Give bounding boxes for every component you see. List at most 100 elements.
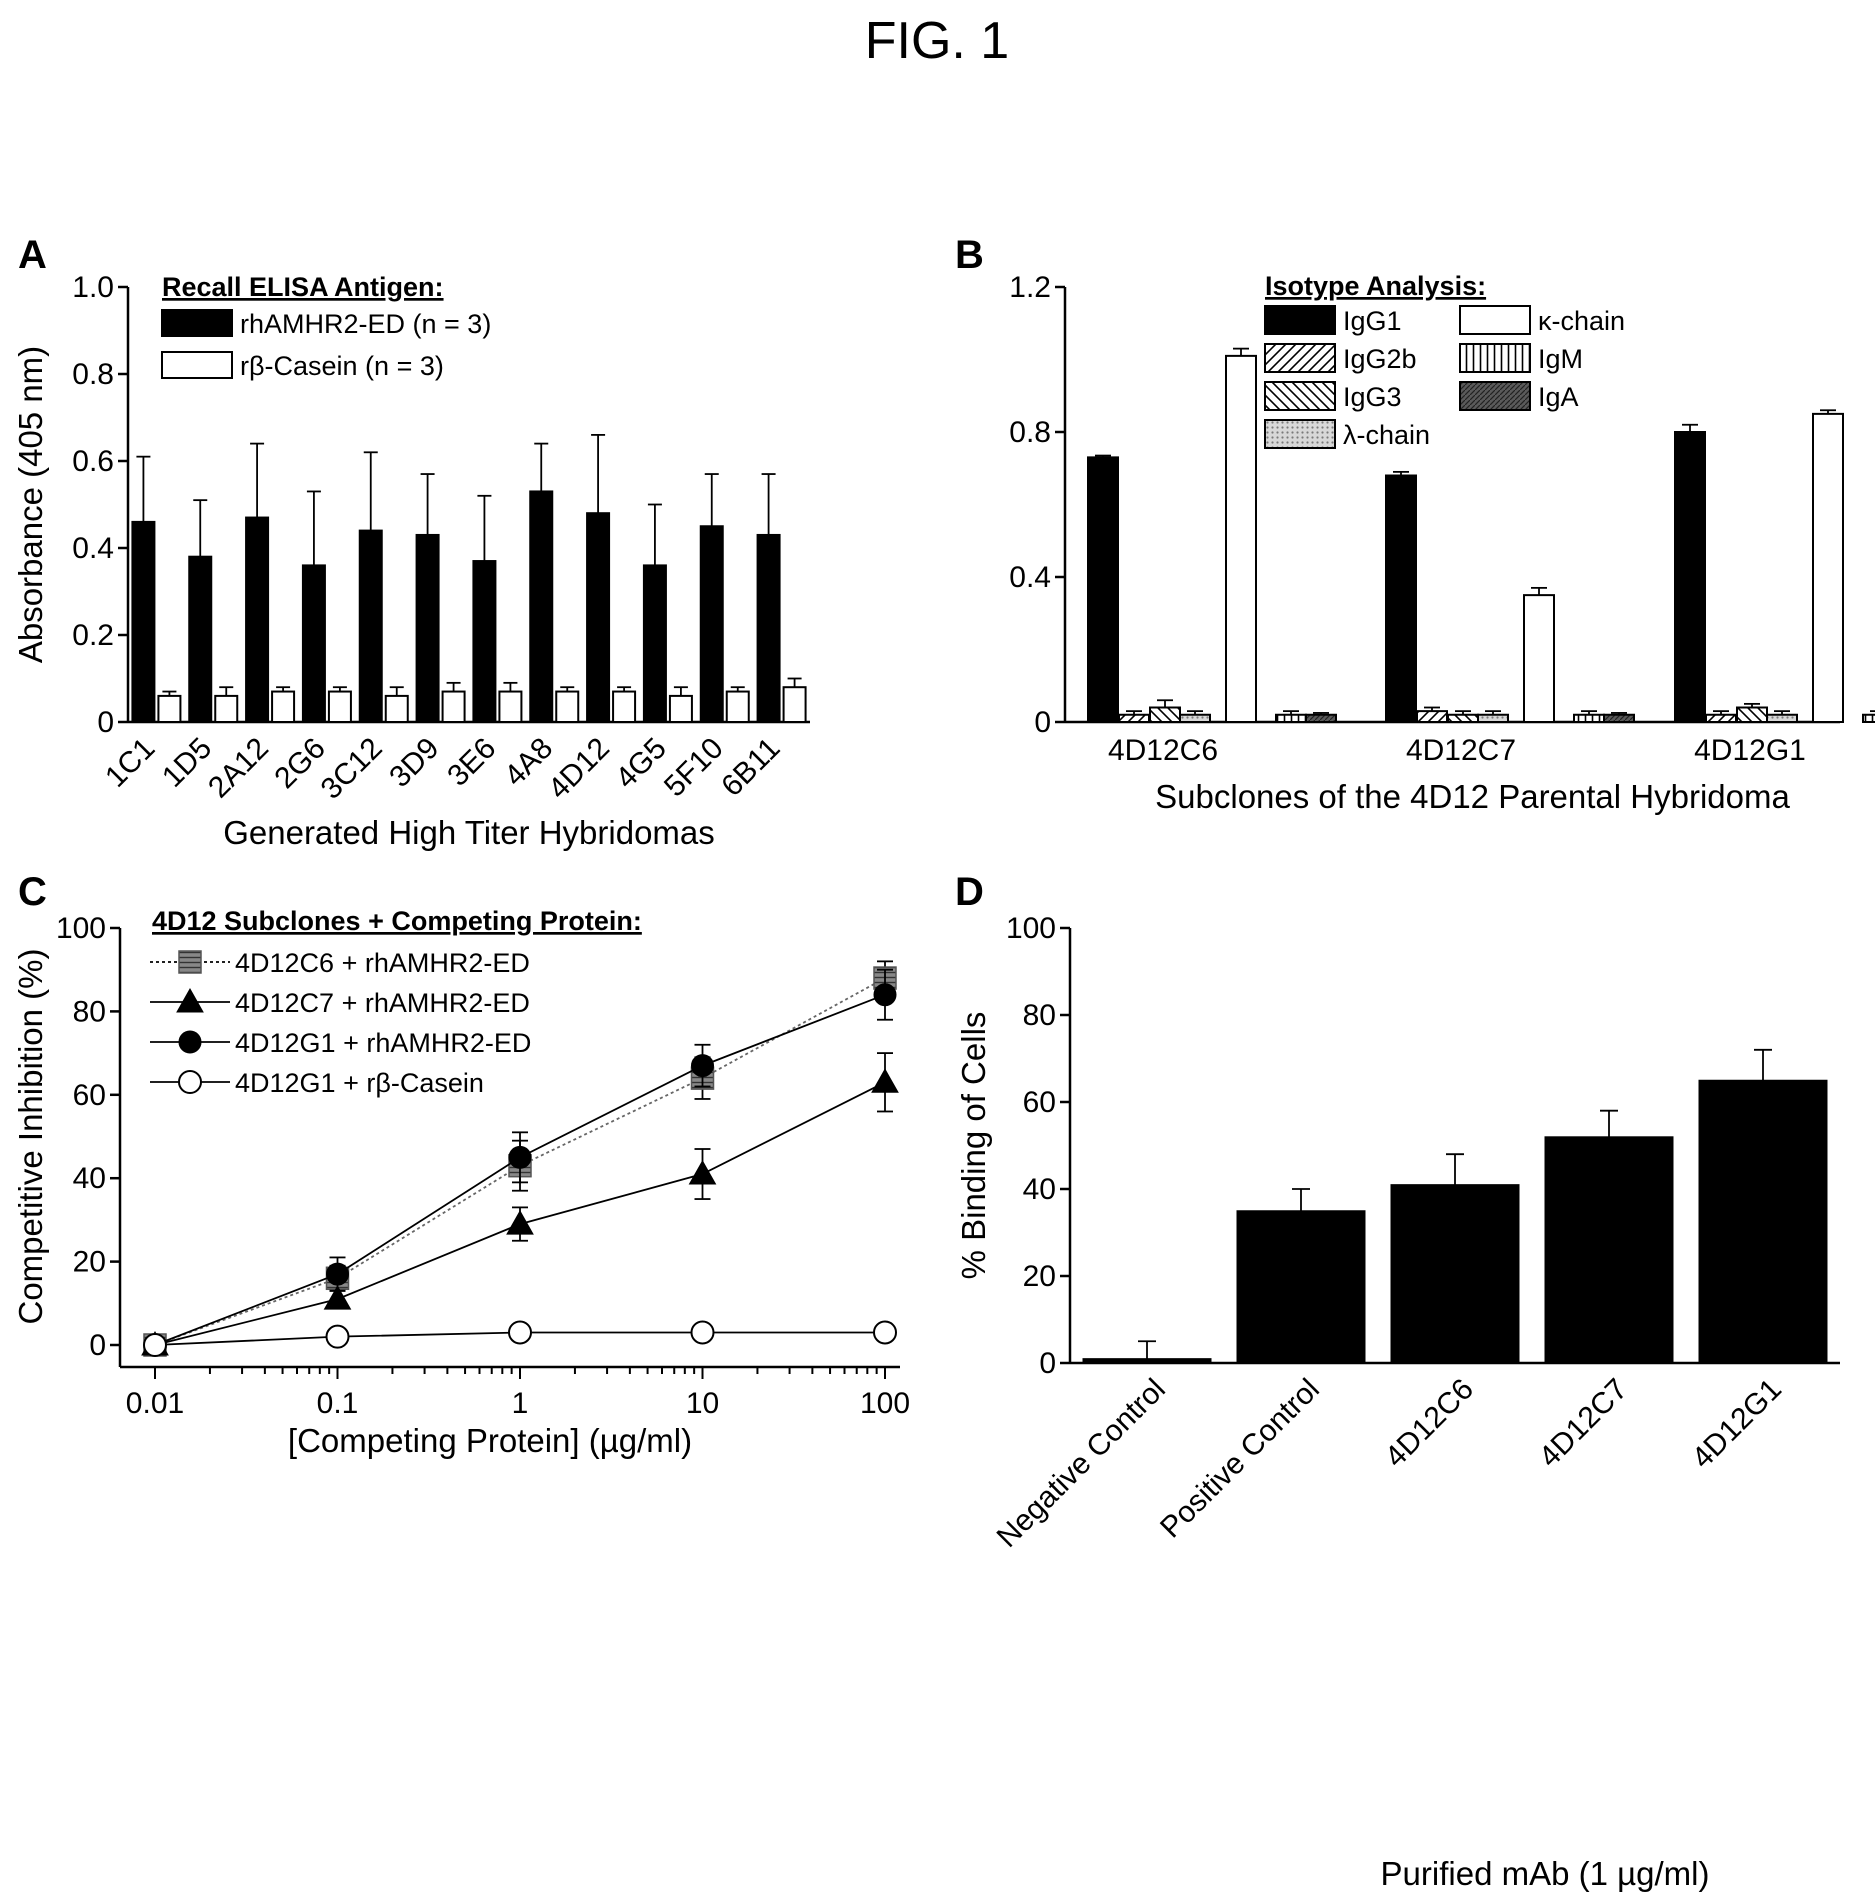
x-tick-label: 4D12C6 (1108, 734, 1218, 767)
x-axis-label: [Competing Protein] (µg/ml) (288, 1422, 692, 1459)
bar-rhamhr2 (358, 529, 383, 723)
y-tick-label: 60 (1023, 1086, 1056, 1119)
x-tick-label: 1C1 (99, 732, 161, 794)
bar (1082, 1358, 1212, 1364)
bar-chain (1179, 713, 1211, 723)
legend-swatch (1264, 419, 1336, 449)
data-point (690, 1320, 715, 1345)
y-tick-label: 0 (97, 706, 114, 739)
y-tick-label: 100 (1006, 912, 1056, 945)
bar-rhamhr2 (131, 520, 156, 724)
legend-label: IgG3 (1343, 382, 1402, 412)
legend-swatch (161, 309, 233, 337)
legend-swatch (161, 351, 233, 379)
x-tick-label: 3E6 (441, 732, 502, 793)
panel-label-c: C (18, 870, 47, 914)
bar-casein (725, 690, 750, 723)
bar-casein (498, 690, 523, 723)
legend-label: IgG2b (1343, 344, 1417, 374)
legend-title: Recall ELISA Antigen: (162, 272, 444, 302)
legend-label: κ-chain (1538, 306, 1625, 336)
bar-rhamhr2 (756, 533, 781, 724)
bar-igg2b (1118, 713, 1150, 723)
data-point (871, 1068, 899, 1093)
legend-label: IgM (1538, 344, 1583, 374)
y-tick-label: 0.6 (72, 445, 114, 478)
y-tick-label: 0 (1039, 1347, 1056, 1380)
panel-b: B 0 0.4 0.8 1.2 4D12C6 4D12C7 4D12G1 Subclones o… (955, 233, 1875, 815)
bar-casein (157, 694, 182, 724)
y-axis-label: Absorbance (405 nm) (12, 346, 49, 663)
panel-a: A00.20.40.60.81.01C11D52A122G63C123D93E6… (12, 233, 810, 851)
x-tick-label: 4D12G1 (1686, 1373, 1788, 1475)
data-point (325, 1324, 350, 1349)
y-tick-label: 1.2 (1009, 271, 1051, 304)
bar-rhamhr2 (642, 564, 667, 724)
bar-igg2b (1416, 710, 1448, 723)
legend-swatch (1459, 381, 1531, 411)
bar-igg2b (1705, 713, 1737, 723)
y-tick-label: 40 (1023, 1173, 1056, 1206)
legend-title: 4D12 Subclones + Competing Protein: (152, 906, 642, 936)
legend-label: 4D12G1 + rβ-Casein (235, 1068, 484, 1098)
y-tick-label: 0.4 (1009, 561, 1051, 594)
x-tick-label: 3C12 (315, 732, 389, 806)
x-tick-label: 2A12 (202, 732, 275, 805)
bar-casein (271, 690, 296, 723)
data-point (691, 1054, 714, 1078)
x-axis-label: Subclones of the 4D12 Parental Hybridoma (1155, 778, 1790, 815)
legend-label: rβ-Casein (n = 3) (240, 351, 444, 381)
legend-label: IgA (1538, 382, 1579, 412)
bar-igg3 (1447, 713, 1479, 723)
bar-igg1 (1087, 456, 1119, 723)
legend-marker (176, 987, 204, 1013)
bar-casein (612, 690, 637, 723)
y-tick-label: 60 (73, 1079, 106, 1112)
bar-chain (1225, 354, 1257, 723)
bar-igg1 (1674, 431, 1706, 723)
bar-chain (1477, 713, 1509, 723)
data-point (143, 1333, 167, 1357)
legend-marker (178, 1030, 202, 1054)
bar-casein (214, 694, 239, 724)
panel-label-b: B (955, 233, 984, 277)
data-point (873, 1320, 897, 1345)
bar-casein (782, 686, 807, 724)
legend-swatch (1264, 343, 1336, 373)
bar-igm (1862, 713, 1875, 723)
legend-marker (178, 1070, 202, 1094)
legend-title: Isotype Analysis: (1265, 271, 1486, 301)
legend-marker (178, 950, 202, 974)
y-tick-label: 20 (1023, 1260, 1056, 1293)
x-tick-label: 1 (512, 1387, 529, 1420)
bar-rhamhr2 (188, 555, 213, 724)
bar (1698, 1079, 1828, 1364)
x-tick-label: 3D9 (383, 732, 445, 794)
x-tick-label: 100 (860, 1387, 910, 1420)
bar-chain (1766, 713, 1798, 723)
y-tick-label: 0.8 (1009, 416, 1051, 449)
data-point (323, 1285, 352, 1310)
legend-label: λ-chain (1343, 420, 1430, 450)
bar (1390, 1184, 1520, 1364)
y-tick-label: 1.0 (72, 271, 114, 304)
y-tick-label: 0 (1034, 706, 1051, 739)
bar-rhamhr2 (699, 525, 724, 723)
legend-label: rhAMHR2-ED (n = 3) (240, 309, 491, 339)
bar-rhamhr2 (472, 560, 497, 723)
legend-label: 4D12C7 + rhAMHR2-ED (235, 988, 530, 1018)
data-point (506, 1210, 534, 1235)
legend-swatch (1264, 381, 1336, 411)
bar-chain (1523, 594, 1555, 723)
bar-igm (1573, 713, 1605, 723)
bar-iga (1603, 713, 1635, 723)
legend-label: 4D12G1 + rhAMHR2-ED (235, 1028, 531, 1058)
x-tick-label: 4D12G1 (1694, 734, 1806, 767)
y-axis-label: % Binding of Cells (955, 1012, 992, 1280)
bar-igg1 (1385, 474, 1417, 723)
y-tick-label: 0 (89, 1329, 106, 1362)
bar (1236, 1210, 1366, 1364)
x-tick-label: Negative Control (991, 1373, 1172, 1554)
